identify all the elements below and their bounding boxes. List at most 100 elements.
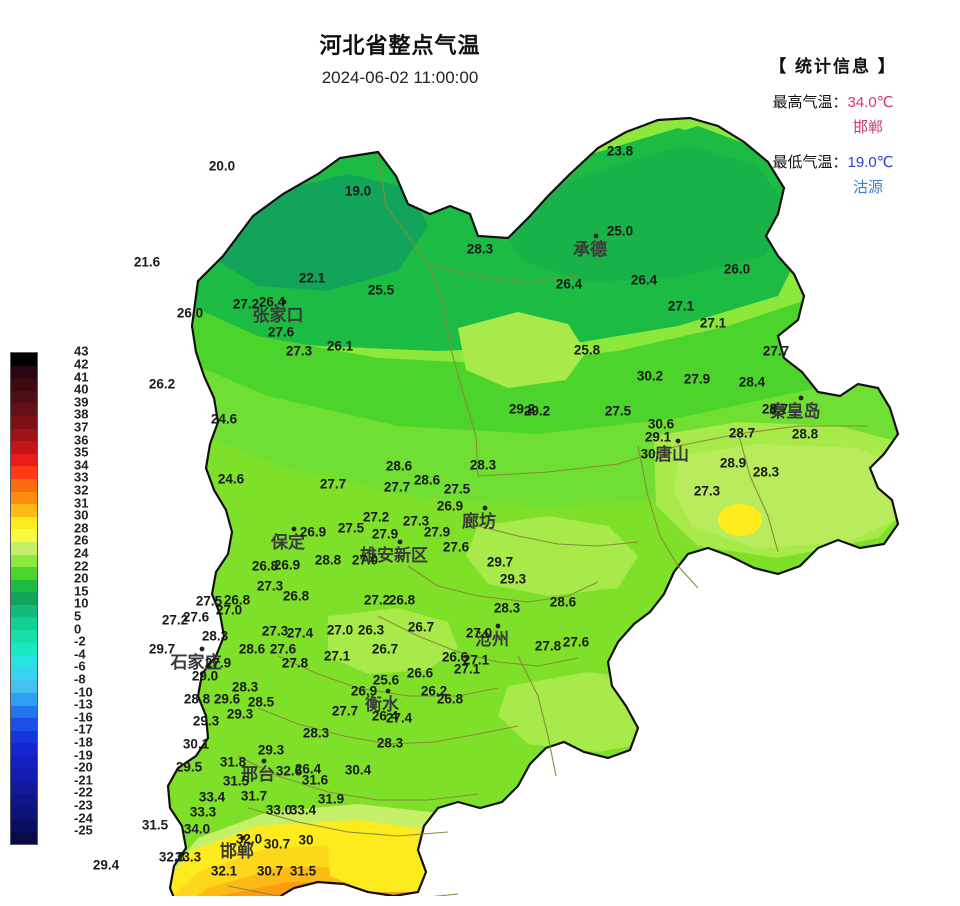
legend-swatch [11,680,37,694]
temperature-value-label: 26.1 [327,339,354,354]
legend-swatch [11,617,37,631]
temperature-value-label: 27.5 [605,404,632,419]
temperature-value-label: 26.0 [177,306,203,321]
temperature-value-label: 30. [641,447,660,462]
temperature-value-label: 32.0 [236,832,262,847]
temperature-value-label: 29.4 [93,858,120,873]
legend-swatch [11,567,37,580]
temperature-value-label: 26.8 [224,593,251,608]
temperature-value-label: 25.5 [368,283,395,298]
min-temp-row: 最低气温：19.0℃ [718,151,948,172]
temperature-value-label: 28.8 [792,427,819,442]
legend-label: 24 [74,545,89,561]
temperature-value-label: 26.4 [372,709,399,724]
legend-swatch [11,642,37,656]
temperature-value-label: 29.3 [258,743,285,758]
legend-label: 38 [74,406,89,422]
temperature-value-label: 27.2 [233,297,259,312]
city-dot [675,438,681,444]
max-temp-value: 34.0℃ [847,94,894,111]
temperature-value-label: 26.8 [252,559,279,574]
temperature-value-label: 28.7 [729,426,755,441]
band-28-pocket-langfang [466,516,638,596]
temperature-value-label: 30 [298,833,313,848]
legend-label: -18 [74,734,93,750]
temperature-value-label: 32.1 [211,864,238,879]
max-temp-city-row: 邯郸 [718,116,948,137]
temperature-value-label: 27.7 [384,480,410,495]
city-name-label: 保定 [270,532,305,553]
legend-swatch [11,453,37,467]
temperature-value-label: 23.8 [607,144,634,159]
city-dot [281,299,287,305]
legend-label: 37 [74,419,89,435]
legend-colorbar [10,352,38,846]
temperature-value-label: 27.1 [324,649,351,664]
temperature-value-label: 30.1 [183,737,210,752]
temperature-value-label: 33.3 [175,850,202,865]
temperature-value-label: 24.6 [218,472,245,487]
legend-swatch [11,516,37,530]
legend-swatch [11,415,37,429]
max-temp-city: 邯郸 [852,119,883,136]
legend-swatch [11,667,37,681]
temperature-value-label: 28.3 [470,458,497,473]
temperature-value-label: 29.6 [214,692,241,707]
legend-label: 41 [74,369,89,384]
hotspot-tangshan [718,504,762,536]
legend-label: 26 [74,532,89,548]
temperature-value-label: 27.2 [162,613,188,628]
temperature-value-label: 28.3 [753,465,780,480]
legend-label: 28 [74,520,89,536]
legend-label: 43 [74,343,89,359]
legend-label: 5 [74,608,82,624]
legend-label: 15 [74,583,89,599]
temperature-value-label: 29.7 [487,555,513,570]
legend-label: 34 [74,457,89,473]
temperature-value-label: 28.3 [467,242,494,257]
legend-label: 31 [74,495,89,510]
temperature-value-label: 28.6 [550,595,577,610]
temperature-value-label: 29.7 [149,642,175,657]
temperature-value-label: 26.8 [437,692,464,707]
temperature-value-label: 30.2 [637,369,663,384]
temperature-value-label: 22.1 [299,271,326,286]
temperature-value-label: 27.1 [700,316,727,331]
temperature-value-label: 32.6 [276,764,303,779]
city-name-label: 石家庄 [170,652,222,673]
legend-swatch [11,403,37,416]
min-temp-city: 沽源 [852,179,883,196]
legend-label: 42 [74,356,89,372]
temperature-value-label: 27.5 [444,482,471,497]
temperature-value-label: 27.8 [282,656,309,671]
city-dot [291,526,297,532]
legend-label: 33 [74,469,89,485]
temperature-value-label: 29.3 [193,714,220,729]
temperature-value-label: 31.7 [241,789,267,804]
legend-label: -20 [74,759,93,775]
legend-swatch [11,592,37,605]
min-temp-label: 最低气温： [772,154,848,171]
city-dot [798,395,804,401]
legend-swatch [11,768,37,782]
temperature-value-label: 25.8 [574,343,601,358]
temperature-value-label: 27.7 [763,344,789,359]
temperature-value-label: 31.5 [290,864,317,879]
temperature-value-label: 28.8 [184,692,211,707]
city-name-label: 衡水 [365,694,400,715]
legend-swatch [11,541,37,555]
legend-label: -19 [74,747,93,762]
city-name-label: 邢台 [241,764,275,785]
city-dot [397,539,403,545]
temperature-value-label: 29.3 [500,572,527,587]
temperature-value-label: 25.0 [607,224,633,239]
legend-swatch [11,579,37,593]
temperature-value-label: 27.2 [364,593,390,608]
temperature-value-label: 27.6 [443,540,470,555]
statistics-heading: 【 统计信息 】 [769,57,897,76]
max-temp-label: 最高气温： [772,94,848,111]
page-title-text: 河北省整点气温 [319,33,481,58]
temperature-value-label: 28.6 [239,642,266,657]
